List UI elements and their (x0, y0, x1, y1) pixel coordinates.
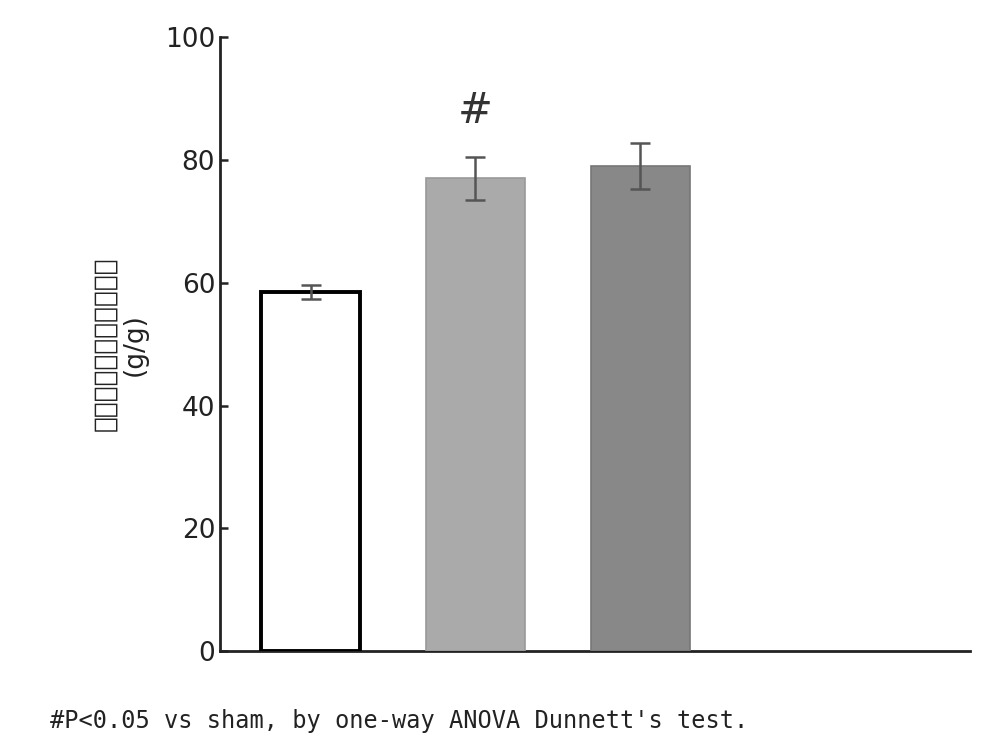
Text: #P<0.05 vs sham, by one-way ANOVA Dunnett's test.: #P<0.05 vs sham, by one-way ANOVA Dunnet… (50, 709, 748, 733)
Bar (591, 166, 690, 651)
Bar (261, 292, 360, 651)
Y-axis label: 心脏重量／大脑重量指数
(g/g): 心脏重量／大脑重量指数 (g/g) (92, 257, 148, 431)
Text: #: # (458, 90, 493, 132)
Bar (426, 178, 525, 651)
